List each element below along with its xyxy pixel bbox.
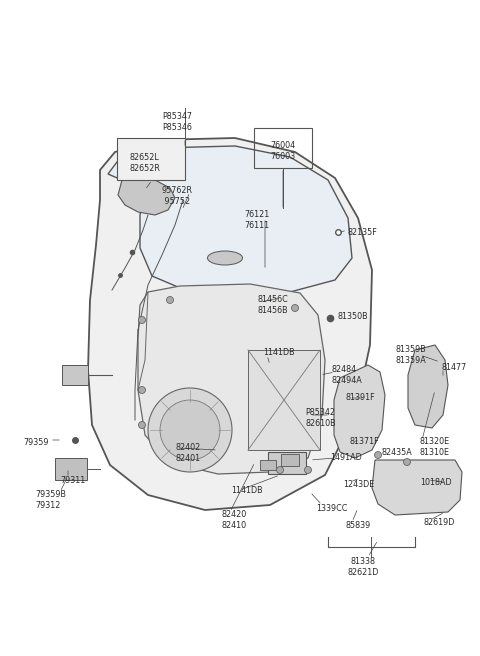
Polygon shape [138,284,325,474]
Text: 95762R
 95752: 95762R 95752 [162,186,193,206]
Text: 81456C
81456B: 81456C 81456B [258,295,289,315]
Circle shape [139,316,145,323]
Text: 79311: 79311 [60,476,85,485]
Text: 1141DB: 1141DB [263,348,295,357]
Polygon shape [408,345,448,428]
Text: 82135F: 82135F [348,228,378,237]
Circle shape [148,388,232,472]
Bar [55,458,87,480]
Circle shape [374,451,382,459]
Text: 1243DE: 1243DE [343,480,374,489]
Text: 82402
82401: 82402 82401 [175,443,200,463]
Text: 82435A: 82435A [382,448,413,457]
Text: 76121
76111: 76121 76111 [244,210,269,230]
Bar [260,460,276,470]
Bar [117,138,185,180]
Circle shape [167,297,173,304]
Text: 1141DB: 1141DB [231,486,263,495]
Polygon shape [372,460,462,515]
Text: P85342
82610B: P85342 82610B [305,408,336,428]
Polygon shape [118,180,175,215]
Ellipse shape [207,251,242,265]
Text: 76004
76003: 76004 76003 [270,141,295,161]
Text: 1491AD: 1491AD [330,453,362,462]
Text: 79359B
79312: 79359B 79312 [35,490,66,510]
Polygon shape [248,350,320,450]
Text: 81371F: 81371F [349,437,379,446]
Circle shape [160,400,220,460]
Polygon shape [88,138,372,510]
Text: 81350B: 81350B [338,312,369,321]
Circle shape [404,459,410,466]
Bar [268,452,306,474]
Text: 82484
82494A: 82484 82494A [332,365,363,385]
Text: 81359B
81359A: 81359B 81359A [395,345,426,365]
Polygon shape [108,146,352,293]
Text: 82619D: 82619D [424,518,456,527]
Text: P85347
P85346: P85347 P85346 [162,112,192,132]
Circle shape [276,466,284,474]
Text: 85839: 85839 [345,521,370,530]
Text: 82420
82410: 82420 82410 [222,510,247,530]
Text: 79359: 79359 [23,438,48,447]
Text: 81391F: 81391F [346,393,376,402]
Text: 1018AD: 1018AD [420,478,452,487]
Polygon shape [334,365,385,458]
Text: 1339CC: 1339CC [316,504,348,513]
Text: 81477: 81477 [441,363,466,372]
Text: 81338
82621D: 81338 82621D [348,557,379,577]
Text: 81320E
81310E: 81320E 81310E [420,437,450,457]
Bar [62,365,88,385]
Bar [254,128,312,168]
Circle shape [139,422,145,428]
Bar [281,454,299,466]
Text: 82652L
82652R: 82652L 82652R [130,153,161,173]
Circle shape [139,386,145,394]
Circle shape [304,466,312,474]
Circle shape [291,304,299,312]
